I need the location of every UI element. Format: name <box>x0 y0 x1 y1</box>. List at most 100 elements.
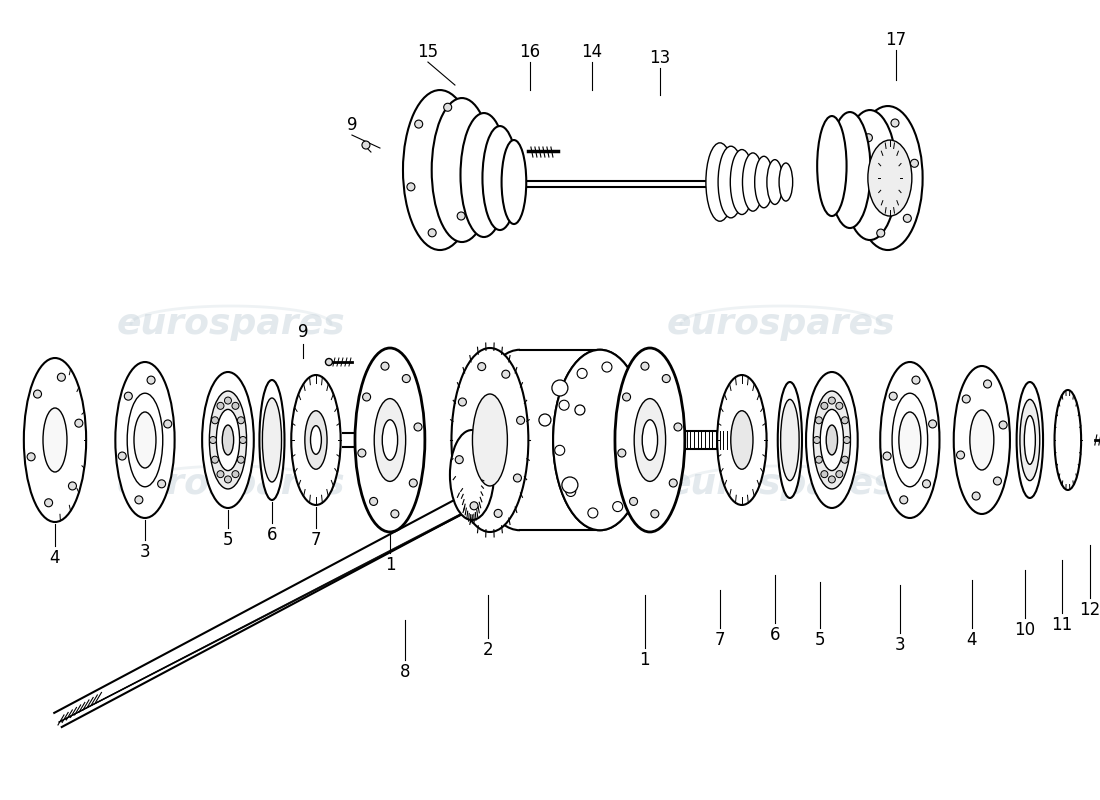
Text: 1: 1 <box>385 556 395 574</box>
Circle shape <box>238 417 244 424</box>
Circle shape <box>232 470 239 478</box>
Ellipse shape <box>899 412 921 468</box>
Ellipse shape <box>202 372 254 508</box>
Circle shape <box>578 369 587 378</box>
Circle shape <box>815 417 823 424</box>
Circle shape <box>669 479 678 487</box>
Circle shape <box>33 390 42 398</box>
Ellipse shape <box>310 426 321 454</box>
Circle shape <box>836 470 843 478</box>
Circle shape <box>147 376 155 384</box>
Ellipse shape <box>829 112 870 228</box>
Text: 10: 10 <box>1014 621 1035 639</box>
Circle shape <box>674 423 682 431</box>
Circle shape <box>629 498 638 506</box>
Text: 12: 12 <box>1079 601 1100 619</box>
Circle shape <box>972 492 980 500</box>
Circle shape <box>517 416 525 424</box>
Circle shape <box>363 393 371 401</box>
Ellipse shape <box>553 350 647 530</box>
Ellipse shape <box>382 420 397 460</box>
Circle shape <box>813 437 821 443</box>
Text: 3: 3 <box>894 636 905 654</box>
Text: 1: 1 <box>639 651 650 669</box>
Circle shape <box>470 502 478 510</box>
Circle shape <box>554 446 564 455</box>
Circle shape <box>240 437 246 443</box>
Ellipse shape <box>472 394 507 486</box>
Circle shape <box>883 452 891 460</box>
Circle shape <box>209 437 217 443</box>
Ellipse shape <box>821 410 844 470</box>
Circle shape <box>217 402 224 410</box>
Ellipse shape <box>843 110 898 240</box>
Circle shape <box>57 374 65 382</box>
Circle shape <box>842 417 848 424</box>
Text: 13: 13 <box>649 49 671 67</box>
Text: 14: 14 <box>581 43 603 61</box>
Circle shape <box>562 477 578 493</box>
Ellipse shape <box>970 410 993 470</box>
Circle shape <box>641 362 649 370</box>
Circle shape <box>370 498 377 506</box>
Ellipse shape <box>260 380 285 500</box>
Ellipse shape <box>217 410 240 470</box>
Ellipse shape <box>553 350 647 530</box>
Ellipse shape <box>854 106 923 250</box>
Circle shape <box>403 374 410 382</box>
Ellipse shape <box>730 410 754 470</box>
Circle shape <box>443 103 452 111</box>
Circle shape <box>911 159 918 167</box>
Ellipse shape <box>778 382 802 498</box>
Ellipse shape <box>718 146 744 218</box>
Ellipse shape <box>461 113 507 237</box>
Circle shape <box>502 370 509 378</box>
Circle shape <box>135 496 143 504</box>
Circle shape <box>494 510 502 518</box>
Text: 3: 3 <box>140 543 151 561</box>
Ellipse shape <box>450 430 494 520</box>
Circle shape <box>857 189 866 197</box>
Ellipse shape <box>292 375 341 505</box>
Ellipse shape <box>403 90 477 250</box>
Ellipse shape <box>717 375 767 505</box>
Circle shape <box>842 456 848 463</box>
Circle shape <box>618 449 626 457</box>
Circle shape <box>390 510 399 518</box>
Text: eurospares: eurospares <box>667 467 895 501</box>
Circle shape <box>957 451 965 459</box>
Circle shape <box>362 141 370 149</box>
Circle shape <box>232 402 239 410</box>
Circle shape <box>912 376 920 384</box>
Circle shape <box>211 456 219 463</box>
Circle shape <box>552 380 568 396</box>
Ellipse shape <box>222 425 233 455</box>
Circle shape <box>407 183 415 191</box>
Ellipse shape <box>355 348 425 532</box>
Circle shape <box>575 405 585 415</box>
Circle shape <box>358 449 366 457</box>
Text: 9: 9 <box>346 116 358 134</box>
Ellipse shape <box>781 399 799 481</box>
Circle shape <box>962 395 970 403</box>
Ellipse shape <box>116 362 175 518</box>
Ellipse shape <box>374 398 406 482</box>
Circle shape <box>903 214 911 222</box>
Circle shape <box>224 476 231 483</box>
Text: 4: 4 <box>50 549 60 567</box>
Ellipse shape <box>451 348 528 532</box>
Text: eurospares: eurospares <box>117 467 345 501</box>
Ellipse shape <box>134 412 156 468</box>
Ellipse shape <box>24 358 86 522</box>
Ellipse shape <box>263 398 282 482</box>
Circle shape <box>217 470 224 478</box>
Circle shape <box>164 420 172 428</box>
Text: 6: 6 <box>266 526 277 544</box>
Circle shape <box>381 362 389 370</box>
Circle shape <box>414 423 422 431</box>
Circle shape <box>865 134 872 142</box>
Text: 5: 5 <box>222 531 233 549</box>
Circle shape <box>224 397 231 404</box>
Text: eurospares: eurospares <box>117 307 345 341</box>
Circle shape <box>815 456 823 463</box>
